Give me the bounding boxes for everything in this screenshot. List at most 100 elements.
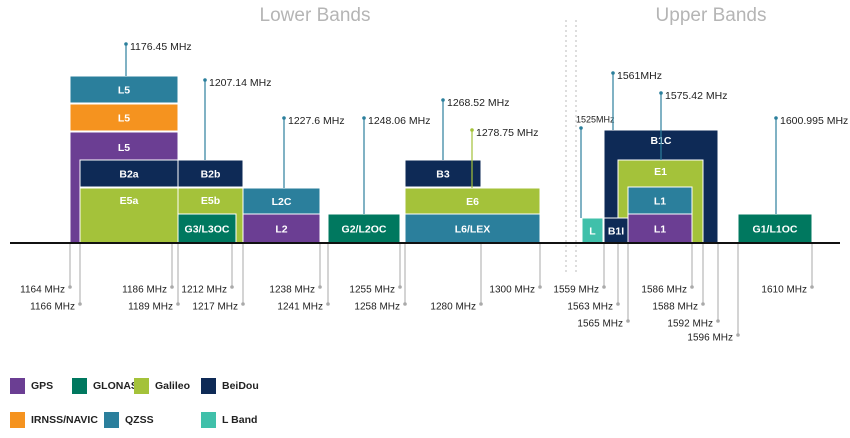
band-label: E1 — [654, 166, 667, 178]
band-block — [603, 217, 629, 244]
edge-frequency: 1596 MHz — [687, 333, 733, 344]
legend-label: Galileo — [155, 380, 190, 392]
band-label: G3/L3OC — [185, 223, 230, 235]
center-frequency: 1227.6 MHz — [288, 115, 345, 127]
center-dot — [470, 128, 474, 132]
edge-dot — [326, 302, 330, 306]
band-block — [327, 213, 401, 244]
edge-dot — [318, 285, 322, 289]
legend-label: L Band — [222, 414, 257, 426]
band-label: B3 — [436, 168, 450, 180]
band-block — [404, 187, 541, 215]
edge-dot — [403, 302, 407, 306]
edge-frequency: 1241 MHz — [277, 302, 323, 313]
edge-dot — [626, 319, 630, 323]
edge-frequency: 1166 MHz — [30, 302, 75, 313]
edge-frequency: 1610 MHz — [761, 285, 807, 296]
edge-dot — [616, 302, 620, 306]
band-label: E6 — [466, 196, 479, 208]
legend-label: IRNSS/NAVIC — [31, 414, 98, 426]
blocks: L5 L5 L5 B2a E5a B2b E5b G3/L3OC L2C L2 G2/L2OC B3 E… — [69, 75, 813, 244]
edge-dot — [170, 285, 174, 289]
edge-frequency: 1565 MHz — [577, 319, 623, 330]
edge-frequency: 1586 MHz — [641, 285, 687, 296]
edge-dot — [736, 333, 740, 337]
center-frequency: 1176.45 MHz — [130, 41, 192, 53]
legend-label: GLONASS — [93, 380, 145, 392]
center-frequency: 1525MHz — [576, 114, 615, 124]
band-label: E5a — [120, 195, 139, 207]
center-dot — [659, 91, 663, 95]
band-label: B2a — [119, 168, 138, 180]
edge-dot — [78, 302, 82, 306]
legend: GPS GLONASS Galileo BeiDou IRNSS/NAVIC QZSS L … — [10, 378, 259, 428]
center-dot — [282, 116, 286, 120]
legend-swatch — [72, 378, 87, 394]
edge-dot — [241, 302, 245, 306]
legend-swatch — [201, 412, 216, 428]
legend-label: BeiDou — [222, 380, 259, 392]
center-frequency: 1278.75 MHz — [476, 127, 538, 139]
center-dot — [774, 116, 778, 120]
band-block — [242, 187, 321, 215]
edge-dot — [538, 285, 542, 289]
center-frequency: 1248.06 MHz — [368, 115, 430, 127]
band-block — [69, 75, 179, 104]
edge-dot — [716, 319, 720, 323]
band-label: L5 — [118, 84, 130, 96]
band-block — [79, 159, 179, 188]
legend-swatch — [10, 412, 25, 428]
center-dot — [579, 126, 583, 130]
edge-dot — [479, 302, 483, 306]
band-label: E5b — [201, 195, 220, 207]
center-dot — [203, 78, 207, 82]
edge-frequency: 1212 MHz — [181, 285, 227, 296]
band-block — [404, 159, 482, 188]
edge-dot — [176, 302, 180, 306]
heading: Lower Bands — [260, 5, 371, 26]
center-frequency: 1575.42 MHz — [665, 90, 727, 102]
center-dot — [611, 71, 615, 75]
center-dot — [124, 42, 128, 46]
legend-swatch — [104, 412, 119, 428]
band-label: L — [589, 225, 596, 237]
band-block — [177, 159, 244, 188]
legend-label: QZSS — [125, 414, 154, 426]
legend-swatch — [201, 378, 216, 394]
edge-frequency: 1258 MHz — [354, 302, 400, 313]
frequency-marks: 1176.45 MHz 1207.14 MHz 1227.6 MHz 1248.06 … — [20, 41, 848, 344]
band-label: L5 — [118, 142, 130, 154]
band-label: G2/L2OC — [342, 223, 387, 235]
band-label: L2 — [275, 223, 287, 235]
band-label: B1I — [608, 225, 624, 237]
edge-frequency: 1164 MHz — [20, 285, 65, 296]
edge-frequency: 1189 MHz — [128, 302, 173, 313]
edge-dot — [690, 285, 694, 289]
band-label: L5 — [118, 112, 130, 124]
edge-frequency: 1255 MHz — [349, 285, 395, 296]
edge-dot — [810, 285, 814, 289]
band-label: L1 — [654, 223, 666, 235]
edge-frequency: 1563 MHz — [567, 302, 613, 313]
edge-frequency: 1300 MHz — [489, 285, 535, 296]
band-label: B2b — [201, 168, 221, 180]
band-label: L2C — [272, 196, 292, 208]
heading: Upper Bands — [656, 5, 767, 26]
band-label: G1/L1OC — [753, 223, 798, 235]
edge-frequency: 1588 MHz — [652, 302, 698, 313]
edge-frequency: 1280 MHz — [430, 302, 476, 313]
band-block — [69, 103, 179, 132]
band-label: L1 — [654, 195, 666, 207]
edge-frequency: 1592 MHz — [667, 319, 713, 330]
band-block — [177, 213, 237, 244]
center-frequency: 1561MHz — [617, 70, 662, 82]
edge-dot — [398, 285, 402, 289]
edge-frequency: 1238 MHz — [269, 285, 315, 296]
center-dot — [441, 98, 445, 102]
edge-dot — [68, 285, 72, 289]
center-frequency: 1600.995 MHz — [780, 115, 848, 127]
edge-frequency: 1217 MHz — [192, 302, 238, 313]
center-frequency: 1207.14 MHz — [209, 77, 271, 89]
legend-swatch — [10, 378, 25, 394]
